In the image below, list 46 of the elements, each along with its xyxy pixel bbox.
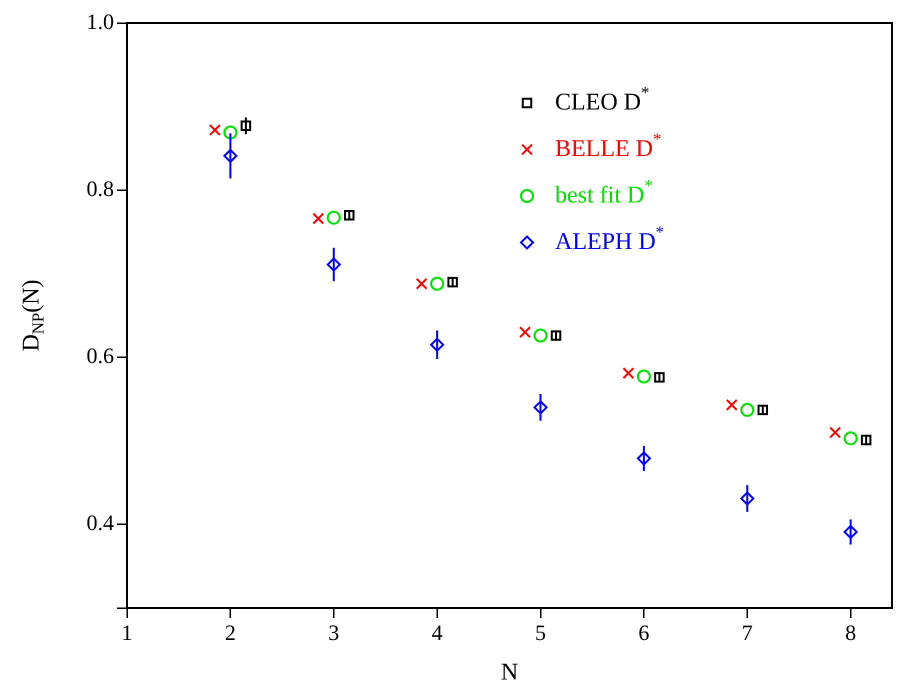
x-tick-label: 8 <box>845 620 856 645</box>
legend-label: ALEPH D* <box>555 222 664 255</box>
y-tick-label: 0.4 <box>86 510 114 536</box>
point <box>534 400 548 414</box>
point <box>430 276 444 291</box>
point <box>550 330 562 341</box>
legend-label: BELLE D* <box>555 129 662 162</box>
point <box>654 372 665 383</box>
point <box>240 120 252 132</box>
point <box>344 210 355 220</box>
point <box>416 278 428 290</box>
point <box>430 338 444 352</box>
x-tick-label: 2 <box>224 620 236 645</box>
point <box>829 426 842 438</box>
x-tick-label: 1 <box>122 620 132 645</box>
point <box>636 451 651 466</box>
x-tick-label: 4 <box>432 620 443 645</box>
point <box>636 370 651 384</box>
y-tick-label: 0.8 <box>86 176 114 201</box>
x-tick-label: 3 <box>328 620 340 645</box>
y-axis-title: DNP(N) <box>18 279 48 352</box>
x-axis-title: N <box>500 659 518 686</box>
point <box>740 402 754 417</box>
point <box>519 326 531 338</box>
point <box>326 258 341 272</box>
point <box>758 404 768 416</box>
point <box>223 148 238 163</box>
point <box>447 276 458 288</box>
point <box>622 367 634 380</box>
point <box>844 524 858 539</box>
point <box>208 124 221 136</box>
point <box>740 492 754 506</box>
point <box>844 431 858 446</box>
point <box>223 125 238 140</box>
x-tick-label: 5 <box>535 620 546 645</box>
x-tick-label: 7 <box>742 620 753 645</box>
legend-label: best fit D* <box>555 176 653 208</box>
point <box>860 434 872 446</box>
y-tick-label: 0.6 <box>86 343 114 368</box>
legend-label: CLEO D* <box>555 82 650 116</box>
point <box>312 212 324 225</box>
point <box>534 328 548 343</box>
point <box>326 210 341 225</box>
point <box>726 398 738 411</box>
y-tick-label: 1.0 <box>86 8 114 34</box>
x-tick-label: 6 <box>638 620 650 645</box>
